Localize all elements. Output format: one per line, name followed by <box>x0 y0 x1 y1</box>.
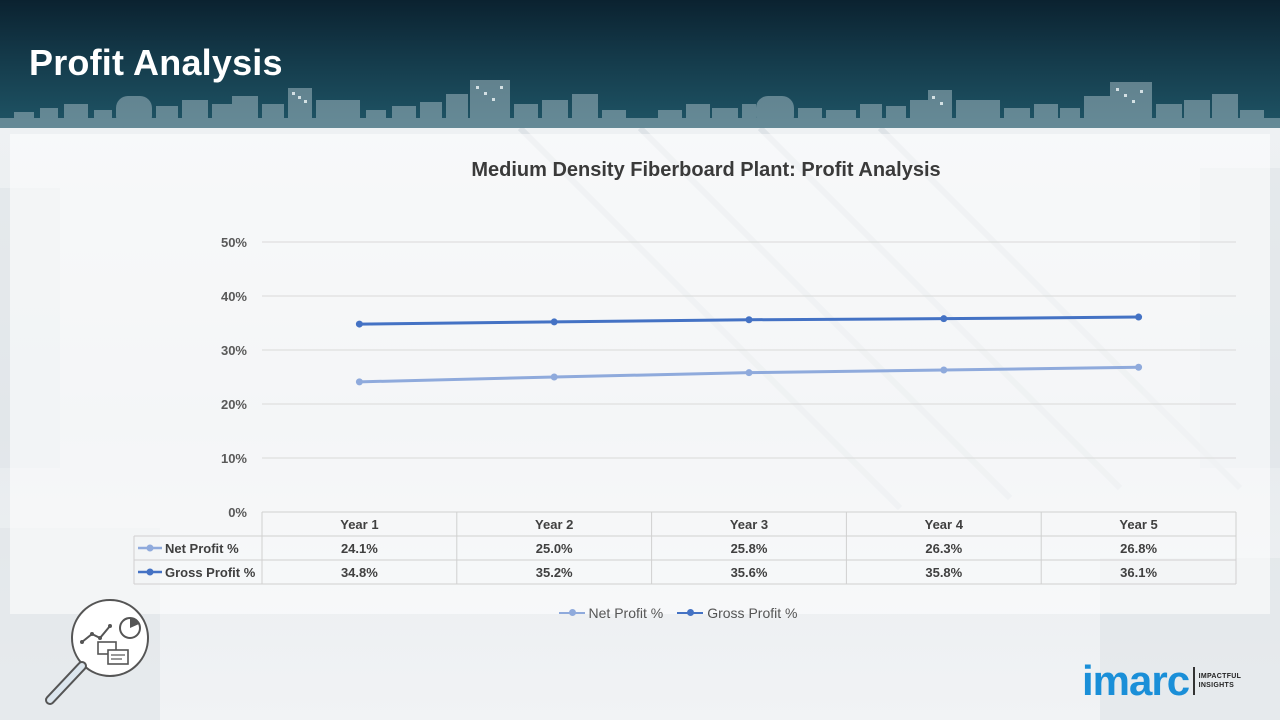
data-point <box>355 320 363 328</box>
data-label: 25.0% <box>536 541 573 556</box>
y-tick-label: 40% <box>221 289 247 304</box>
data-point <box>940 315 948 323</box>
x-category-label: Year 4 <box>925 517 964 532</box>
legend-item-gross-profit: Gross Profit % <box>677 605 797 621</box>
table-series-key-dot <box>146 568 154 576</box>
magnifier-analytics-icon <box>45 599 149 705</box>
y-tick-label: 50% <box>221 235 247 250</box>
data-label: 35.6% <box>731 565 768 580</box>
legend-label-net-profit: Net Profit % <box>588 605 664 621</box>
table-series-name: Gross Profit % <box>165 565 256 580</box>
y-tick-label: 30% <box>221 343 247 358</box>
data-label: 36.1% <box>1120 565 1157 580</box>
data-label: 35.2% <box>536 565 573 580</box>
legend-label-gross-profit: Gross Profit % <box>707 605 798 621</box>
logo-tagline-line-2: INSIGHTS <box>1198 682 1235 689</box>
data-point <box>1135 363 1143 371</box>
y-tick-label: 20% <box>221 397 247 412</box>
logo-divider <box>1193 667 1195 695</box>
data-label: 26.8% <box>1120 541 1157 556</box>
data-label: 34.8% <box>341 565 378 580</box>
chart-title: Medium Density Fiberboard Plant: Profit … <box>471 159 941 181</box>
data-label: 35.8% <box>925 565 962 580</box>
x-category-label: Year 5 <box>1119 517 1157 532</box>
city-skyline <box>0 80 1280 128</box>
data-point <box>550 318 558 326</box>
table-series-key-dot <box>146 544 154 552</box>
header-banner: Profit Analysis <box>0 0 1280 128</box>
legend-key-gross-profit <box>677 609 704 616</box>
data-label: 25.8% <box>731 541 768 556</box>
data-point <box>940 366 948 374</box>
chart-legend: Net Profit % Gross Profit % <box>0 605 1280 621</box>
logo-tagline: IMPACTFUL INSIGHTS <box>1199 672 1242 690</box>
data-label: 26.3% <box>925 541 962 556</box>
data-point <box>1135 313 1143 321</box>
x-category-label: Year 1 <box>340 517 378 532</box>
data-point <box>745 369 753 377</box>
data-label: 24.1% <box>341 541 378 556</box>
page-title: Profit Analysis <box>29 42 283 83</box>
y-tick-label: 0% <box>228 505 247 520</box>
data-point <box>745 316 753 324</box>
imarc-logo: imarc IMPACTFUL INSIGHTS <box>1082 660 1241 702</box>
x-category-label: Year 3 <box>730 517 768 532</box>
logo-tagline-line-1: IMPACTFUL <box>1198 673 1242 680</box>
logo-word: imarc <box>1082 657 1190 704</box>
data-point <box>550 373 558 381</box>
table-series-name: Net Profit % <box>165 541 239 556</box>
data-point <box>355 378 363 386</box>
x-category-label: Year 2 <box>535 517 573 532</box>
legend-item-net-profit: Net Profit % <box>558 605 664 621</box>
legend-key-net-profit <box>558 609 585 616</box>
y-tick-label: 10% <box>221 451 247 466</box>
